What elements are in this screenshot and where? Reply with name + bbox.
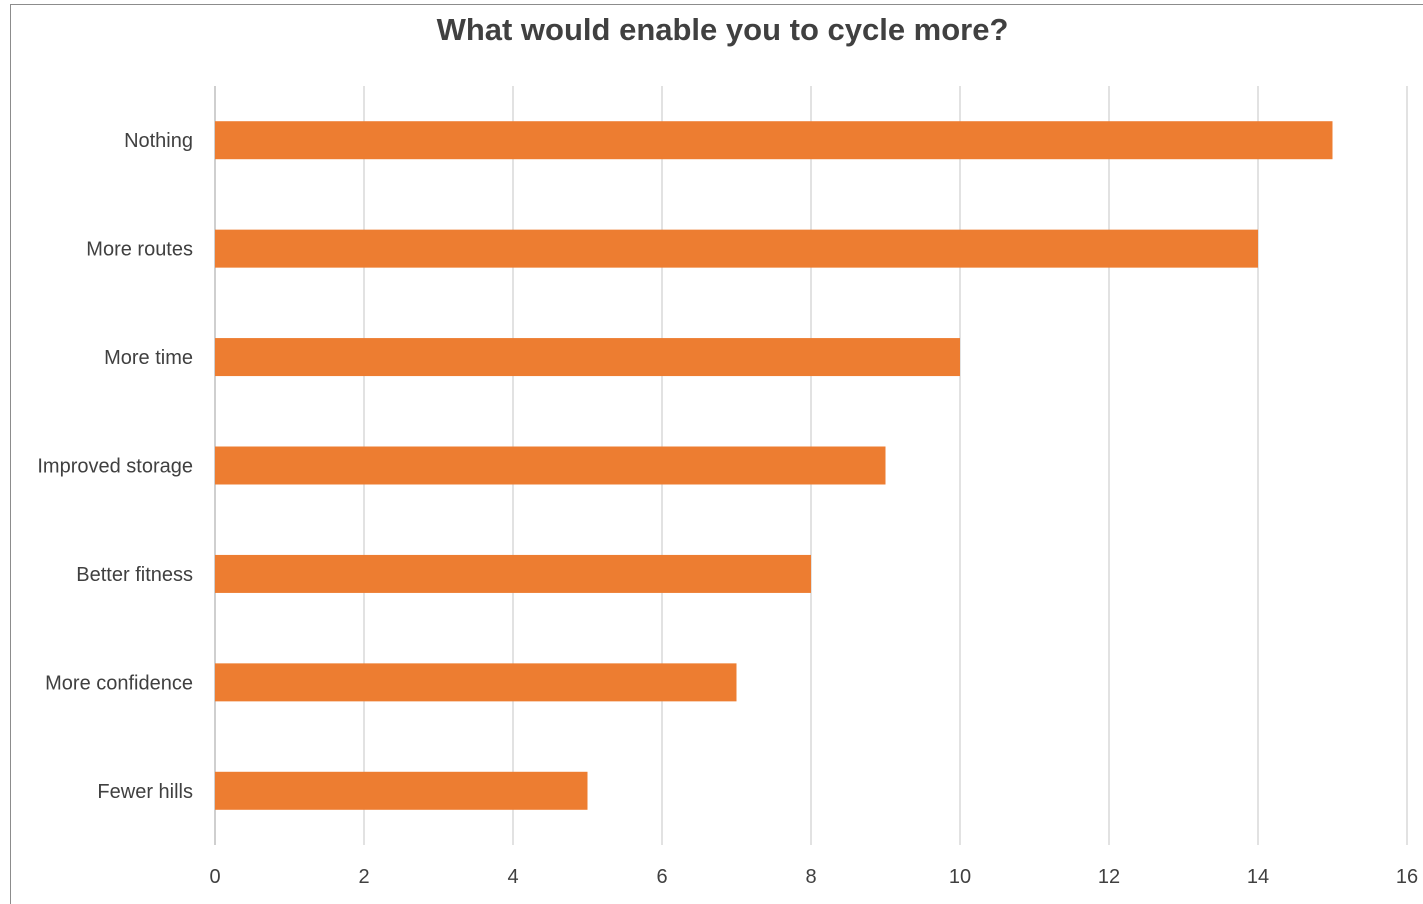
bar-more-time xyxy=(215,338,960,377)
category-label-improved-storage: Improved storage xyxy=(37,456,193,478)
x-tick-label-14: 14 xyxy=(1247,866,1269,888)
category-labels: Nothing More routes More time Improved stor… xyxy=(37,130,193,803)
category-label-more-time: More time xyxy=(104,347,193,369)
category-label-fewer-hills: Fewer hills xyxy=(97,781,193,803)
bar-more-routes xyxy=(215,229,1258,268)
bar-nothing xyxy=(215,121,1333,160)
category-label-more-confidence: More confidence xyxy=(45,672,193,694)
x-tick-label-6: 6 xyxy=(656,866,667,888)
x-tick-label-0: 0 xyxy=(209,866,220,888)
bar-more-confidence xyxy=(215,663,737,702)
x-tick-label-2: 2 xyxy=(358,866,369,888)
bars xyxy=(215,121,1333,810)
x-tick-label-12: 12 xyxy=(1098,866,1120,888)
category-label-nothing: Nothing xyxy=(124,130,193,152)
x-tick-label-8: 8 xyxy=(805,866,816,888)
x-tick-label-16: 16 xyxy=(1396,866,1418,888)
x-tick-labels: 0 2 4 6 8 10 12 14 16 xyxy=(209,866,1418,888)
category-label-more-routes: More routes xyxy=(86,239,193,261)
chart-title: What would enable you to cycle more? xyxy=(436,12,1009,47)
bar-improved-storage xyxy=(215,446,886,485)
x-tick-label-10: 10 xyxy=(949,866,971,888)
bar-fewer-hills xyxy=(215,771,588,810)
category-label-better-fitness: Better fitness xyxy=(76,564,193,586)
chart-frame xyxy=(10,4,1423,904)
bar-better-fitness xyxy=(215,554,811,593)
x-tick-label-4: 4 xyxy=(507,866,518,888)
